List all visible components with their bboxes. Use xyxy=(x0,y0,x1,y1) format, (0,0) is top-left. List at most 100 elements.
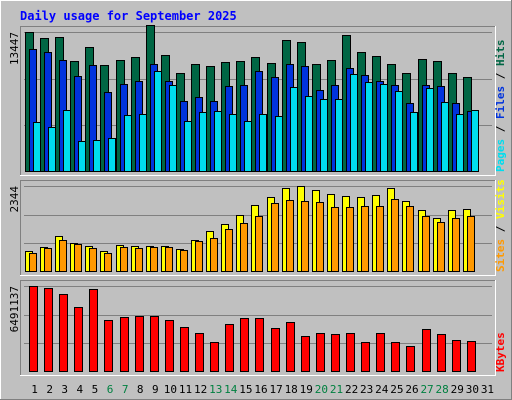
bar-sites-day-13 xyxy=(210,238,218,272)
bar-pages-day-30 xyxy=(471,110,479,172)
bar-pages-day-10 xyxy=(169,85,177,172)
bar-sites-day-19 xyxy=(301,201,309,272)
bar-sites-day-28 xyxy=(437,222,445,272)
day-label: 26 xyxy=(405,383,418,396)
bar-sites-day-10 xyxy=(165,247,173,272)
y-max-label: 2344 xyxy=(8,186,21,213)
bar-sites-day-1 xyxy=(29,253,37,272)
bar-pages-day-9 xyxy=(154,71,162,172)
bar-sites-day-25 xyxy=(391,199,399,272)
bar-sites-day-18 xyxy=(286,200,294,272)
day-label: 17 xyxy=(269,383,282,396)
day-label: 2 xyxy=(46,383,53,396)
legend-separator: / xyxy=(494,119,507,139)
bar-kbytes-day-11 xyxy=(180,327,189,372)
bar-kbytes-day-30 xyxy=(467,341,476,372)
bar-kbytes-day-13 xyxy=(210,342,219,372)
bar-kbytes-day-27 xyxy=(422,329,431,372)
bar-kbytes-day-28 xyxy=(437,334,446,372)
legend-visits: Visits xyxy=(494,179,507,219)
bar-sites-day-30 xyxy=(467,216,475,272)
bar-pages-day-6 xyxy=(108,138,116,172)
day-label: 31 xyxy=(481,383,494,396)
bar-sites-day-2 xyxy=(44,248,52,272)
bar-kbytes-day-10 xyxy=(165,320,174,372)
legend-hits: Hits xyxy=(494,40,507,67)
bar-sites-day-29 xyxy=(452,218,460,272)
legend-separator: / xyxy=(494,66,507,86)
day-label: 15 xyxy=(239,383,252,396)
bar-sites-day-20 xyxy=(316,202,324,272)
day-label: 21 xyxy=(330,383,343,396)
day-label: 18 xyxy=(285,383,298,396)
day-axis: 1 2 3 4 5 6 7 8 9 10 11 12 13 14 15 16 17 18 19 20 21 22 23 24 2… xyxy=(31,383,494,396)
bar-pages-day-18 xyxy=(290,87,298,172)
bar-pages-day-1 xyxy=(33,122,41,172)
day-label: 24 xyxy=(375,383,389,396)
panel-3: 6491137 KBytes xyxy=(8,280,507,376)
bar-kbytes-day-3 xyxy=(59,294,68,372)
bar-pages-day-25 xyxy=(395,91,403,172)
bar-pages-day-8 xyxy=(139,114,147,172)
legend: KBytes xyxy=(494,332,507,372)
bar-sites-day-5 xyxy=(89,248,97,272)
bar-sites-day-17 xyxy=(271,203,279,272)
bar-pages-day-21 xyxy=(335,99,343,172)
bar-pages-day-5 xyxy=(93,140,101,172)
bar-kbytes-day-17 xyxy=(271,328,280,372)
bar-pages-day-24 xyxy=(380,84,388,172)
bar-sites-day-9 xyxy=(150,247,158,272)
bar-sites-day-16 xyxy=(255,216,263,272)
bar-pages-day-22 xyxy=(350,74,358,172)
day-label: 16 xyxy=(254,383,267,396)
legend-kbytes: KBytes xyxy=(494,332,507,372)
bar-sites-day-8 xyxy=(135,248,143,272)
bar-kbytes-day-6 xyxy=(104,320,113,372)
bar-kbytes-day-20 xyxy=(316,333,325,372)
day-label: 11 xyxy=(179,383,192,396)
day-label: 3 xyxy=(61,383,68,396)
chart-title: Daily usage for September 2025 xyxy=(20,9,237,23)
bar-pages-day-15 xyxy=(244,121,252,172)
bar-pages-day-29 xyxy=(456,114,464,172)
bar-pages-day-28 xyxy=(441,102,449,172)
day-label: 6 xyxy=(107,383,114,396)
day-label: 4 xyxy=(77,383,84,396)
bar-sites-day-15 xyxy=(240,223,248,272)
bar-kbytes-day-23 xyxy=(361,342,370,372)
bar-pages-day-20 xyxy=(320,99,328,172)
day-label: 14 xyxy=(224,383,238,396)
day-label: 7 xyxy=(122,383,129,396)
y-max-label: 13447 xyxy=(8,32,21,65)
bar-pages-day-2 xyxy=(48,127,56,172)
bar-sites-day-27 xyxy=(422,216,430,272)
day-label: 27 xyxy=(420,383,433,396)
legend-pages: Pages xyxy=(494,139,507,172)
day-label: 12 xyxy=(194,383,207,396)
bar-sites-day-14 xyxy=(225,229,233,272)
bar-pages-day-7 xyxy=(124,115,132,172)
bar-kbytes-day-2 xyxy=(44,288,53,372)
bar-sites-day-22 xyxy=(346,207,354,272)
bar-pages-day-11 xyxy=(184,121,192,172)
bar-kbytes-day-1 xyxy=(29,286,38,372)
bar-pages-day-14 xyxy=(229,114,237,172)
bar-pages-day-4 xyxy=(78,141,86,172)
bar-kbytes-day-21 xyxy=(331,334,340,372)
day-label: 28 xyxy=(436,383,449,396)
day-label: 19 xyxy=(300,383,313,396)
legend-files: Files xyxy=(494,86,507,119)
panel-2: 2344 Sites / Visits xyxy=(8,179,507,276)
bar-kbytes-day-9 xyxy=(150,316,159,372)
bar-pages-day-27 xyxy=(426,88,434,172)
day-label: 13 xyxy=(209,383,222,396)
bar-sites-day-23 xyxy=(361,206,369,272)
day-label: 23 xyxy=(360,383,373,396)
legend: Sites / Visits xyxy=(494,179,507,272)
bar-pages-day-16 xyxy=(259,114,267,172)
bar-kbytes-day-19 xyxy=(301,336,310,372)
bar-kbytes-day-8 xyxy=(135,316,144,372)
y-max-label: 6491137 xyxy=(8,286,21,332)
bar-sites-day-7 xyxy=(120,247,128,272)
